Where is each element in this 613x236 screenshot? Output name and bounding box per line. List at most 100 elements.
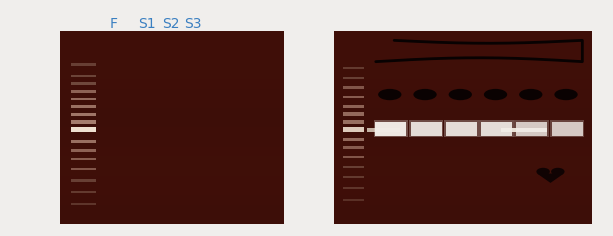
Bar	[334, 185, 592, 195]
Bar	[60, 40, 284, 50]
Bar	[60, 31, 284, 224]
Ellipse shape	[378, 89, 402, 100]
Bar	[60, 195, 284, 205]
Bar	[343, 176, 364, 178]
Bar	[71, 191, 96, 193]
Bar	[343, 86, 364, 89]
Ellipse shape	[413, 89, 436, 100]
Text: S3: S3	[184, 17, 201, 31]
Bar	[481, 122, 512, 136]
Text: S2: S2	[162, 17, 179, 31]
Bar	[375, 122, 406, 136]
Bar	[501, 128, 547, 132]
Bar	[343, 112, 364, 116]
Ellipse shape	[551, 168, 565, 175]
Bar	[71, 63, 96, 66]
Bar	[60, 118, 284, 127]
Bar	[516, 122, 547, 136]
Bar	[60, 69, 284, 79]
Bar	[60, 79, 284, 89]
Ellipse shape	[554, 89, 577, 100]
Bar	[343, 96, 364, 98]
Bar	[444, 120, 479, 137]
Bar	[60, 98, 284, 108]
Bar	[71, 98, 96, 100]
Bar	[334, 69, 592, 79]
Bar	[367, 128, 400, 132]
Bar	[334, 50, 592, 60]
Bar	[71, 75, 96, 77]
Ellipse shape	[519, 89, 543, 100]
Bar	[71, 90, 96, 93]
Bar	[60, 89, 284, 98]
Bar	[60, 215, 284, 224]
Bar	[60, 137, 284, 147]
Bar	[343, 156, 364, 158]
Bar	[60, 50, 284, 60]
Ellipse shape	[449, 89, 472, 100]
Bar	[71, 168, 96, 170]
Bar	[343, 120, 364, 124]
Bar	[343, 138, 364, 141]
Bar	[334, 127, 592, 137]
Bar	[60, 185, 284, 195]
Polygon shape	[537, 173, 564, 183]
Bar	[343, 67, 364, 69]
Bar	[60, 31, 284, 40]
Bar	[550, 120, 584, 137]
Bar	[552, 122, 582, 136]
Bar	[71, 203, 96, 205]
Bar	[334, 31, 592, 224]
Bar	[343, 187, 364, 189]
Bar	[71, 113, 96, 116]
Bar	[60, 60, 284, 69]
Bar	[334, 40, 592, 50]
Bar	[71, 127, 96, 132]
Bar	[334, 166, 592, 176]
Text: S1: S1	[139, 17, 156, 31]
Bar	[343, 199, 364, 201]
Bar	[343, 127, 364, 132]
Bar	[334, 195, 592, 205]
Bar	[334, 118, 592, 127]
Bar	[71, 179, 96, 182]
Bar	[343, 146, 364, 149]
Bar	[343, 105, 364, 108]
Bar	[343, 76, 364, 79]
Bar	[343, 166, 364, 168]
Bar	[479, 120, 514, 137]
Bar	[334, 147, 592, 156]
Bar	[60, 147, 284, 156]
Bar	[60, 176, 284, 185]
Bar	[60, 166, 284, 176]
Bar	[334, 215, 592, 224]
Bar	[60, 127, 284, 137]
Bar	[71, 82, 96, 85]
Bar	[334, 205, 592, 215]
Bar	[409, 120, 443, 137]
Bar	[334, 156, 592, 166]
Bar	[514, 120, 549, 137]
Bar	[334, 137, 592, 147]
Bar	[411, 122, 441, 136]
Text: F: F	[109, 17, 118, 31]
Ellipse shape	[484, 89, 507, 100]
Bar	[334, 108, 592, 118]
Bar	[60, 156, 284, 166]
Bar	[373, 120, 408, 137]
Bar	[60, 108, 284, 118]
Ellipse shape	[536, 168, 550, 175]
Bar	[334, 79, 592, 89]
Bar	[446, 122, 477, 136]
Bar	[60, 205, 284, 215]
Bar	[71, 120, 96, 124]
Bar	[71, 158, 96, 160]
Bar	[71, 140, 96, 143]
Bar	[334, 98, 592, 108]
Bar	[334, 89, 592, 98]
Bar	[334, 31, 592, 40]
Bar	[71, 105, 96, 108]
Bar	[71, 149, 96, 152]
Bar	[334, 60, 592, 69]
Bar	[334, 176, 592, 185]
